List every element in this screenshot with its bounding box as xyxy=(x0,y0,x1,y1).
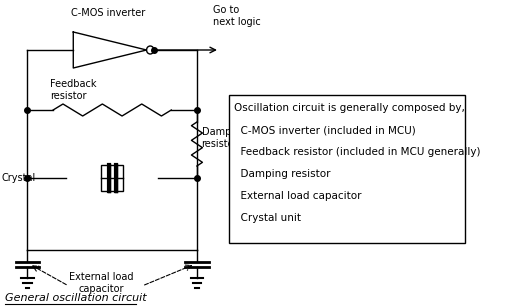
Text: C-MOS inverter: C-MOS inverter xyxy=(71,8,146,18)
Text: Oscillation circuit is generally composed by,: Oscillation circuit is generally compose… xyxy=(234,103,464,113)
Text: Damping
resistor: Damping resistor xyxy=(202,127,246,149)
Bar xyxy=(229,95,465,243)
Text: Feedback resistor (included in MCU generally): Feedback resistor (included in MCU gener… xyxy=(234,147,480,157)
Text: Crystal unit: Crystal unit xyxy=(234,213,300,223)
Text: C-MOS inverter (included in MCU): C-MOS inverter (included in MCU) xyxy=(234,125,415,135)
Text: Go to
next logic: Go to next logic xyxy=(212,5,260,27)
Text: Feedback
resistor: Feedback resistor xyxy=(50,79,97,101)
Bar xyxy=(101,165,123,191)
Text: External load
capacitor: External load capacitor xyxy=(69,272,133,293)
Text: General oscillation circuit: General oscillation circuit xyxy=(5,293,146,303)
Text: Damping resistor: Damping resistor xyxy=(234,169,330,179)
Text: External load capacitor: External load capacitor xyxy=(234,191,361,201)
Text: Crystal: Crystal xyxy=(2,173,36,183)
